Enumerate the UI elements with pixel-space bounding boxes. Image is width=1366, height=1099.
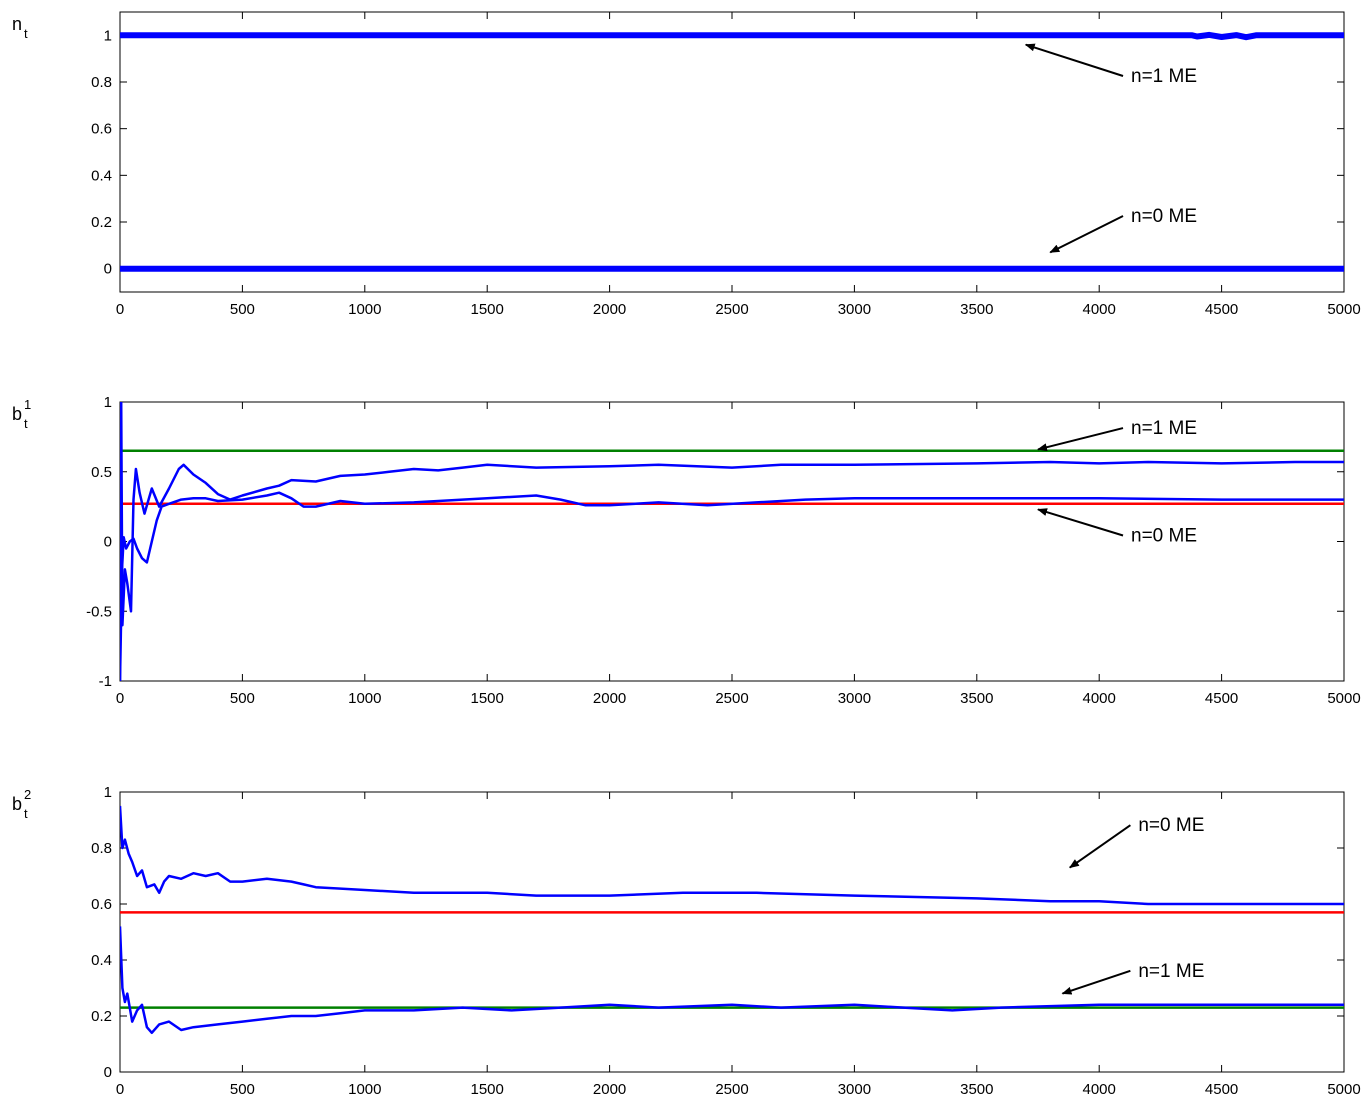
- y-tick-label: 1: [104, 27, 112, 44]
- y-tick-label: 1: [104, 784, 112, 801]
- y-axis-label-sub: t: [24, 26, 28, 41]
- x-tick-label: 0: [116, 1081, 124, 1098]
- y-tick-label: 0.5: [91, 464, 112, 481]
- panel-1: 0 500 1000 1500 2000 2500 3000 3500 4000 4500 5000…: [12, 11, 1361, 318]
- x-tick-label: 0: [116, 301, 124, 318]
- y-axis-label-sub: t: [24, 416, 28, 431]
- x-tick-label: 3000: [838, 301, 871, 318]
- y-tick-label: 0.6: [91, 896, 112, 913]
- x-tick-label: 5000: [1327, 301, 1360, 318]
- y-axis-label: b: [12, 794, 22, 814]
- y-tick-label: -1: [99, 673, 112, 690]
- series-line-3: [120, 402, 1344, 681]
- series-line-4: [120, 491, 1344, 681]
- x-tick-label: 0: [116, 690, 124, 707]
- y-tick-label: -0.5: [86, 603, 112, 620]
- x-tick-label: 5000: [1327, 1081, 1360, 1098]
- series-line-3: [120, 805, 1344, 906]
- y-tick-label: 0.4: [91, 952, 112, 969]
- annotation-label: n=0 ME: [1138, 815, 1204, 836]
- annotation-label: n=1 ME: [1131, 418, 1197, 439]
- annotation-label: n=1 ME: [1138, 961, 1204, 982]
- y-tick-label: 0.4: [91, 167, 112, 184]
- x-tick-label: 1500: [471, 690, 504, 707]
- x-tick-label: 1500: [471, 301, 504, 318]
- x-tick-label: 3500: [960, 690, 993, 707]
- x-tick-label: 1000: [348, 301, 381, 318]
- y-tick-label: 1: [104, 394, 112, 411]
- annotation-label: n=0 ME: [1131, 206, 1197, 227]
- x-tick-label: 2500: [715, 1081, 748, 1098]
- panel-2: 0 500 1000 1500 2000 2500 3000 3500 4000 4500 5000…: [12, 394, 1361, 707]
- panel-3: 0 500 1000 1500 2000 2500 3000 3500 4000 4500 5000…: [12, 784, 1361, 1098]
- annotation-arrow: [1049, 215, 1124, 254]
- x-tick-label: 1500: [471, 1081, 504, 1098]
- series-line-1: [120, 31, 1344, 41]
- y-tick-label: 0.8: [91, 840, 112, 857]
- x-tick-label: 4500: [1205, 301, 1238, 318]
- x-tick-label: 4500: [1205, 1081, 1238, 1098]
- y-tick-label: 0.6: [91, 121, 112, 138]
- x-tick-label: 2000: [593, 690, 626, 707]
- annotation-label: n=0 ME: [1131, 526, 1197, 547]
- y-axis-label-sup: 1: [24, 397, 31, 412]
- annotation-arrow: [1037, 427, 1124, 452]
- x-tick-label: 3000: [838, 1081, 871, 1098]
- annotation-arrow: [1069, 824, 1131, 869]
- y-axis-label: n: [12, 14, 22, 34]
- x-tick-label: 4500: [1205, 690, 1238, 707]
- x-tick-label: 500: [230, 301, 255, 318]
- y-tick-label: 0.2: [91, 1008, 112, 1025]
- x-tick-label: 2000: [593, 1081, 626, 1098]
- annotation-arrow: [1061, 969, 1131, 995]
- x-tick-label: 1000: [348, 1081, 381, 1098]
- x-tick-label: 4000: [1083, 1081, 1116, 1098]
- x-tick-label: 3500: [960, 1081, 993, 1098]
- x-tick-label: 2000: [593, 301, 626, 318]
- y-axis-label: b: [12, 404, 22, 424]
- x-tick-label: 500: [230, 690, 255, 707]
- x-tick-label: 4000: [1083, 301, 1116, 318]
- y-axis-label-sup: 2: [24, 787, 31, 802]
- x-tick-label: 3500: [960, 301, 993, 318]
- axes-box: [119, 11, 1345, 293]
- x-tick-label: 2500: [715, 690, 748, 707]
- annotation-arrow: [1037, 508, 1124, 537]
- y-tick-label: 0: [104, 261, 112, 278]
- annotation-label: n=1 ME: [1131, 66, 1197, 87]
- x-tick-label: 1000: [348, 690, 381, 707]
- y-tick-label: 0.2: [91, 214, 112, 231]
- series-line-4: [120, 926, 1344, 1035]
- x-tick-label: 5000: [1327, 690, 1360, 707]
- x-tick-label: 500: [230, 1081, 255, 1098]
- y-tick-label: 0.8: [91, 74, 112, 91]
- x-tick-label: 3000: [838, 690, 871, 707]
- y-axis-label-sub: t: [24, 806, 28, 821]
- x-tick-label: 2500: [715, 301, 748, 318]
- x-tick-label: 4000: [1083, 690, 1116, 707]
- y-tick-label: 0: [104, 1064, 112, 1081]
- y-tick-label: 0: [104, 534, 112, 551]
- annotation-arrow: [1024, 43, 1124, 77]
